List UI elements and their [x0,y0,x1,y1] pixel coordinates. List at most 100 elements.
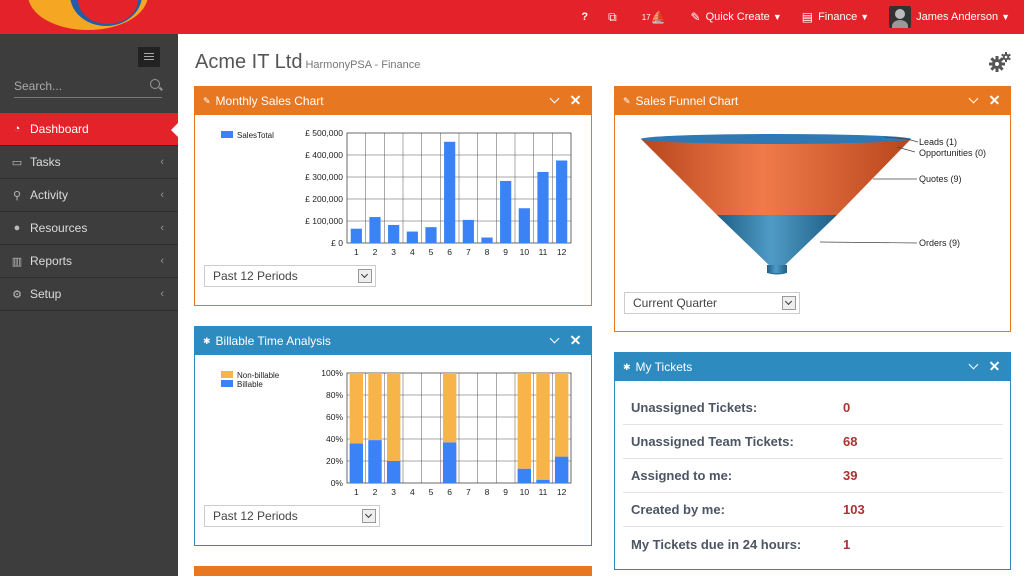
top-bar: ? ⧉ 17 ⛵ ✎ Quick Create ▼ ▤ Finance ▼ Ja… [0,0,1024,34]
sidebar-item-tasks[interactable]: ▭ Tasks ‹ [0,146,178,179]
bar-nonbillable-11 [536,373,550,480]
bar-sales-4 [406,231,418,243]
ticket-row-assigned[interactable]: Assigned to me: 39 [623,459,1003,493]
x-tick-label: 4 [410,487,415,497]
close-icon[interactable] [988,93,1002,107]
bar-sales-11 [537,171,549,243]
ticket-row-unassigned-team[interactable]: Unassigned Team Tickets: 68 [623,425,1003,459]
bar-billable-12 [554,456,569,483]
x-tick-label: 2 [373,487,378,497]
quick-create-menu[interactable]: ✎ Quick Create ▼ [691,10,782,24]
pin-icon: ⚲ [12,189,22,202]
ticket-count[interactable]: 103 [843,502,865,517]
sidebar-item-label: Tasks [30,155,61,169]
bar-sales-10 [518,208,530,243]
chevron-down-icon [358,269,372,283]
y-tick-label: £ 100,000 [305,216,343,226]
close-icon[interactable] [569,333,583,347]
x-tick-label: 3 [391,247,396,257]
funnel-orders [717,215,837,267]
x-tick-label: 10 [520,247,530,257]
alerts-button[interactable]: 17 ⛵ [642,10,671,24]
bar-billable-11 [536,479,550,483]
sidebar-item-activity[interactable]: ⚲ Activity ‹ [0,179,178,212]
sidebar-nav: ◔ Dashboard ▭ Tasks ‹ ⚲ Activity ‹ ● Res… [0,113,179,311]
top-nav: ? ⧉ 17 ⛵ ✎ Quick Create ▼ ▤ Finance ▼ Ja… [561,0,1010,34]
dashboard-icon: ◔ [13,123,21,135]
monthly-sales-period-select[interactable]: Past 12 Periods [204,265,376,287]
ticket-count[interactable]: 68 [843,434,858,449]
wrench-icon: ✎ [623,95,631,106]
menu-toggle-button[interactable] [138,47,160,67]
legend-label: Non-billable [237,371,280,380]
collapse-icon[interactable] [549,333,563,347]
panel-title: Billable Time Analysis [215,334,331,348]
close-icon[interactable] [988,359,1002,373]
user-menu[interactable]: James Anderson ▼ [889,6,1010,28]
bar-billable-1 [349,443,364,483]
user-icon: ● [13,222,21,234]
sidebar-item-reports[interactable]: ▥ Reports ‹ [0,245,178,278]
collapse-icon[interactable] [968,93,982,107]
avatar [889,6,912,28]
sidebar-item-setup[interactable]: ⚙ Setup ‹ [0,278,178,311]
help-icon: ? [581,11,589,23]
chevron-down-icon [362,509,376,523]
funnel-label-orders: Orders (9) [919,238,960,248]
select-value: Past 12 Periods [213,509,298,523]
settings-gear-icon[interactable] [988,50,1012,74]
chevron-down-icon: ▼ [1001,12,1010,22]
collapse-icon[interactable] [968,359,982,373]
chevron-left-icon: ‹ [160,255,164,267]
x-tick-label: 6 [447,247,452,257]
bar-sales-3 [388,224,400,243]
legend-label: SalesTotal [237,131,274,140]
app-logo[interactable] [0,0,178,34]
ticket-row-unassigned[interactable]: Unassigned Tickets: 0 [623,391,1003,425]
billable-time-chart: 0%20%40%60%80%100%1 2 3 4 5 6 7 8 9 10 11 12Non-bil… [221,368,572,497]
y-tick-label: 60% [326,412,343,422]
ticket-count[interactable]: 39 [843,468,858,483]
close-icon[interactable] [569,93,583,107]
ticket-count[interactable]: 1 [843,536,851,552]
billable-period-select[interactable]: Past 12 Periods [204,505,380,527]
funnel-top [641,134,911,144]
user-name: James Anderson [916,11,999,23]
panel-title: Monthly Sales Chart [215,94,324,108]
search-icon[interactable] [150,79,160,89]
sidebar-item-label: Resources [30,221,88,235]
search-input[interactable] [14,76,144,96]
help-button[interactable]: ? [581,11,588,23]
ticket-row-due-24h[interactable]: My Tickets due in 24 hours: 1 [623,527,1003,561]
copy-button[interactable]: ⧉ [608,10,622,25]
ticket-label: Assigned to me: [631,468,733,483]
magic-wand-icon: ✎ [690,10,701,24]
bar-billable-2 [368,440,382,483]
sidebar-item-dashboard[interactable]: ◔ Dashboard [0,113,179,146]
sidebar-item-label: Setup [30,287,62,301]
x-tick-label: 10 [520,487,530,497]
page-title: Acme IT Ltd HarmonyPSA - Finance [195,51,420,74]
ticket-row-created[interactable]: Created by me: 103 [623,493,1003,527]
finance-menu[interactable]: ▤ Finance ▼ [802,10,869,24]
x-tick-label: 8 [485,487,490,497]
x-tick-label: 11 [539,247,548,257]
panel-header: ✱ Billable Time Analysis [195,327,591,355]
company-name: Acme IT Ltd [195,51,303,73]
collapse-icon[interactable] [549,93,563,107]
select-value: Current Quarter [633,296,718,310]
sales-funnel-period-select[interactable]: Current Quarter [624,292,800,314]
panel-title: Sales Funnel Chart [635,94,739,108]
x-tick-label: 2 [373,247,378,257]
ticket-count[interactable]: 0 [843,400,851,415]
x-tick-label: 1 [354,487,359,497]
legend-swatch [221,380,233,387]
bar-sales-6 [444,141,456,243]
chevron-down-icon: ▼ [772,12,782,22]
tickets-list: Unassigned Tickets: 0 Unassigned Team Ti… [623,391,1003,561]
sidebar-search [14,76,162,98]
legend-label: Billable [237,380,263,389]
bar-sales-5 [425,227,437,243]
billable-time-panel: ✱ Billable Time Analysis 0% 20% 40% 60% 80% 1… [194,326,592,546]
sidebar-item-resources[interactable]: ● Resources ‹ [0,212,178,245]
